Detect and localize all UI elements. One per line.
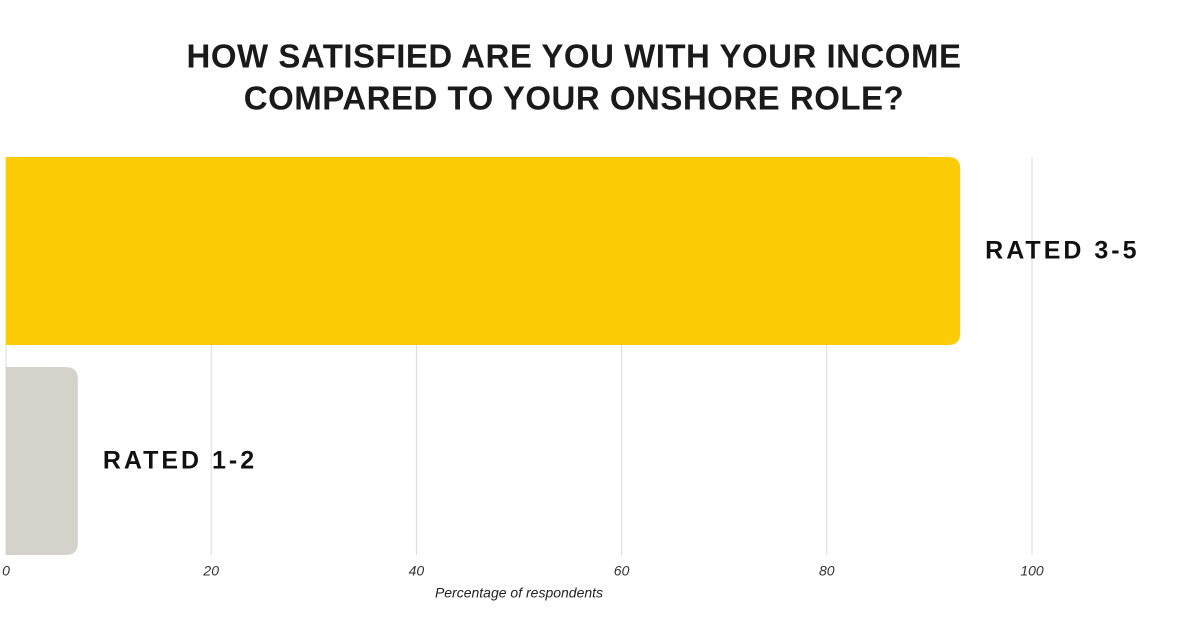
bar — [6, 157, 961, 345]
chart-title: HOW SATISFIED ARE YOU WITH YOUR INCOME — [187, 38, 962, 75]
x-tick-label: 0 — [2, 563, 10, 579]
chart-title: COMPARED TO YOUR ONSHORE ROLE? — [244, 80, 904, 117]
x-tick-label: 20 — [202, 563, 219, 579]
category-label: RATED 3-5 — [985, 237, 1139, 265]
x-tick-label: 40 — [409, 563, 425, 579]
category-label: RATED 1-2 — [103, 447, 257, 475]
x-tick-label: 80 — [819, 563, 835, 579]
x-axis-label: Percentage of respondents — [435, 585, 603, 601]
x-tick-label: 100 — [1020, 563, 1044, 579]
x-tick-label: 60 — [614, 563, 630, 579]
bar — [6, 367, 78, 555]
